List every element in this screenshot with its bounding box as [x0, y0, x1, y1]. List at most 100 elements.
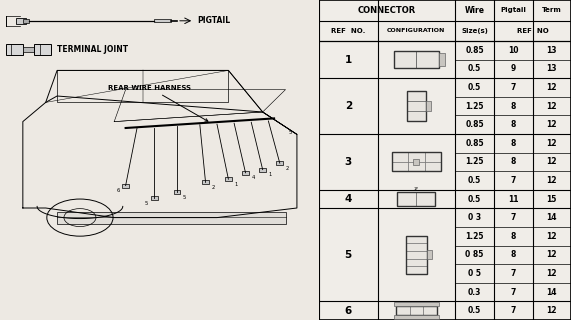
Text: 0 5: 0 5 — [468, 269, 481, 278]
Text: 0.85: 0.85 — [465, 46, 484, 55]
Bar — [407, 236, 427, 274]
Text: 5: 5 — [183, 195, 186, 200]
Bar — [413, 159, 420, 165]
Text: Pigtail: Pigtail — [500, 7, 526, 13]
Text: 1.25: 1.25 — [465, 157, 484, 166]
Text: Wire: Wire — [464, 6, 484, 15]
Text: 2: 2 — [286, 166, 289, 171]
Text: 1: 1 — [345, 55, 352, 65]
Bar — [16, 18, 26, 24]
Bar — [393, 315, 439, 319]
Text: 8: 8 — [510, 157, 516, 166]
Bar — [425, 152, 441, 162]
Text: 5: 5 — [145, 201, 148, 206]
Text: 7: 7 — [510, 213, 516, 222]
Text: REF  NO.: REF NO. — [331, 28, 365, 34]
Bar — [276, 161, 283, 165]
Bar — [396, 306, 437, 315]
Text: 12: 12 — [546, 83, 557, 92]
Bar — [408, 152, 425, 162]
Bar — [392, 152, 408, 162]
Text: 12: 12 — [546, 120, 557, 129]
Bar — [397, 192, 416, 206]
Text: 1: 1 — [234, 182, 238, 187]
Bar — [202, 180, 209, 184]
Text: 8: 8 — [510, 139, 516, 148]
Bar — [416, 192, 435, 206]
Text: 14: 14 — [546, 288, 557, 297]
Bar — [23, 47, 34, 52]
Text: 12: 12 — [546, 306, 557, 315]
Bar — [407, 91, 426, 121]
Bar — [407, 251, 427, 259]
Bar — [407, 101, 426, 111]
Text: 2: 2 — [211, 185, 215, 190]
Bar — [6, 44, 23, 55]
Text: 11: 11 — [508, 195, 518, 204]
Bar — [407, 259, 427, 267]
Text: 1.25: 1.25 — [465, 232, 484, 241]
Text: 0.5: 0.5 — [468, 176, 481, 185]
Text: REAR WIRE HARNESS: REAR WIRE HARNESS — [108, 85, 208, 121]
Text: 0.5: 0.5 — [468, 306, 481, 315]
Text: 12: 12 — [546, 176, 557, 185]
Text: 7: 7 — [510, 176, 516, 185]
Bar — [423, 306, 437, 315]
Text: 0.5: 0.5 — [468, 64, 481, 73]
Text: 8: 8 — [510, 120, 516, 129]
Bar — [407, 111, 426, 121]
Text: REF  NO: REF NO — [517, 28, 548, 34]
Text: 12: 12 — [546, 269, 557, 278]
Text: 0 85: 0 85 — [465, 250, 484, 260]
Bar — [151, 196, 158, 200]
Text: 5: 5 — [288, 131, 292, 135]
Text: 1.25: 1.25 — [465, 101, 484, 111]
Text: 8: 8 — [510, 250, 516, 260]
Bar — [393, 51, 416, 68]
Text: 12: 12 — [546, 139, 557, 148]
Text: CONNECTOR: CONNECTOR — [357, 6, 416, 15]
Bar — [416, 51, 439, 68]
Bar — [259, 168, 266, 172]
Bar — [439, 53, 445, 66]
Bar — [426, 101, 432, 111]
Bar — [392, 162, 408, 172]
Bar — [57, 212, 286, 224]
Text: Term: Term — [542, 7, 562, 13]
Text: 7: 7 — [510, 288, 516, 297]
Bar — [425, 162, 441, 172]
Text: 5: 5 — [345, 250, 352, 260]
Text: 0.3: 0.3 — [468, 288, 481, 297]
Text: 0.5: 0.5 — [468, 83, 481, 92]
Text: 1P: 1P — [414, 187, 419, 191]
Bar — [397, 192, 435, 206]
Bar — [34, 44, 51, 55]
Bar — [122, 184, 129, 188]
Bar — [427, 250, 432, 260]
Text: 12: 12 — [546, 232, 557, 241]
Text: 4: 4 — [344, 194, 352, 204]
Text: 0.85: 0.85 — [465, 139, 484, 148]
Text: 9: 9 — [510, 64, 516, 73]
Bar — [242, 171, 249, 175]
Text: 0.5: 0.5 — [468, 195, 481, 204]
Bar — [174, 190, 180, 194]
Bar — [396, 306, 409, 315]
Text: 13: 13 — [546, 46, 557, 55]
Bar — [407, 91, 426, 101]
Bar — [393, 302, 439, 306]
Text: 1: 1 — [268, 172, 272, 177]
Bar — [408, 162, 425, 172]
Text: Size(s): Size(s) — [461, 28, 488, 34]
Text: 7: 7 — [510, 269, 516, 278]
Bar — [393, 51, 439, 68]
Bar — [154, 19, 171, 22]
Text: 12: 12 — [546, 101, 557, 111]
Bar — [409, 306, 423, 315]
Bar — [225, 177, 232, 181]
Text: TERMINAL JOINT: TERMINAL JOINT — [57, 45, 128, 54]
Bar — [407, 244, 427, 251]
Text: 7: 7 — [510, 306, 516, 315]
Text: 15: 15 — [546, 195, 557, 204]
Text: 0.85: 0.85 — [465, 120, 484, 129]
